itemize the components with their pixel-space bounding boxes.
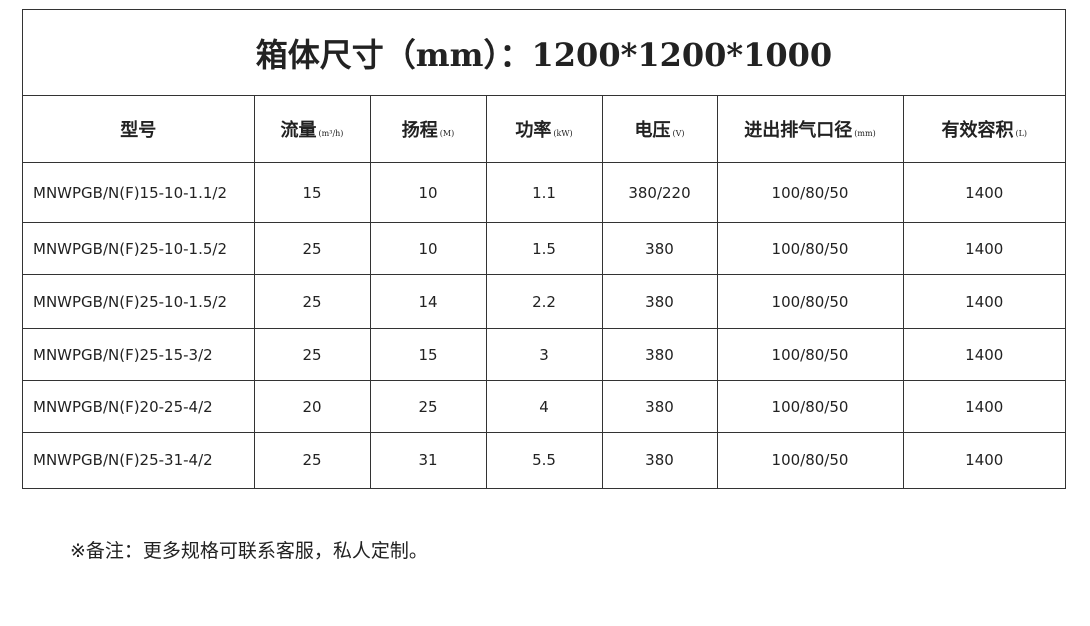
header-label: 进出排气口径 — [744, 120, 853, 141]
table-row: MNWPGB/N(F)15-10-1.1/2 15 10 1.1 380/220 100/… — [23, 162, 1065, 223]
header-label: 有效容积 — [941, 120, 1014, 141]
header-label: 电压 — [634, 120, 671, 141]
table-cell: MNWPGB/N(F)25-31-4/2 — [23, 432, 255, 488]
table-title: 箱体尺寸（mm）：1200*1200*1000 — [23, 10, 1065, 96]
header-unit: (kW) — [553, 129, 573, 138]
table-cell: 25 — [253, 328, 371, 381]
table-cell: MNWPGB/N(F)25-10-1.5/2 — [23, 222, 255, 275]
header-label: 功率 — [515, 120, 552, 141]
table-cell: 25 — [253, 274, 371, 329]
table-cell: 380/220 — [601, 162, 718, 223]
table-cell: 3 — [485, 328, 603, 381]
table-cell: 10 — [369, 222, 487, 275]
header-label: 型号 — [120, 120, 157, 141]
table-cell: 25 — [369, 380, 487, 433]
header-unit: (mm) — [854, 129, 876, 138]
column-header: 流量 (m³/h) — [253, 96, 371, 163]
table-cell: 1400 — [902, 432, 1065, 488]
table-cell: 5.5 — [485, 432, 603, 488]
header-unit: (V) — [672, 129, 685, 138]
table-row: MNWPGB/N(F)20-25-4/2 20 25 4 380 100/80/50 140… — [23, 380, 1065, 433]
header-label: 扬程 — [401, 120, 438, 141]
column-header: 功率 (kW) — [485, 96, 603, 163]
table-cell: 25 — [253, 222, 371, 275]
table-cell: MNWPGB/N(F)25-10-1.5/2 — [23, 274, 255, 329]
table-cell: MNWPGB/N(F)25-15-3/2 — [23, 328, 255, 381]
table-cell: 1.5 — [485, 222, 603, 275]
table-cell: 100/80/50 — [716, 328, 904, 381]
table-cell: 15 — [253, 162, 371, 223]
header-unit: (L) — [1015, 129, 1028, 138]
table-cell: 100/80/50 — [716, 432, 904, 488]
table-cell: 380 — [601, 222, 718, 275]
table-row: MNWPGB/N(F)25-31-4/2 25 31 5.5 380 100/80/50 1… — [23, 432, 1065, 488]
table-cell: 20 — [253, 380, 371, 433]
table-cell: 2.2 — [485, 274, 603, 329]
table-cell: 1400 — [902, 274, 1065, 329]
table-cell: 100/80/50 — [716, 274, 904, 329]
table-cell: 380 — [601, 274, 718, 329]
table-row: MNWPGB/N(F)25-10-1.5/2 25 10 1.5 380 100/80/5… — [23, 222, 1065, 275]
table-cell: 1.1 — [485, 162, 603, 223]
column-header: 有效容积 (L) — [902, 96, 1065, 163]
table-cell: 4 — [485, 380, 603, 433]
table-cell: 15 — [369, 328, 487, 381]
table-cell: 380 — [601, 380, 718, 433]
table-cell: 10 — [369, 162, 487, 223]
table-cell: 100/80/50 — [716, 380, 904, 433]
column-header: 电压 (V) — [601, 96, 718, 163]
table-cell: MNWPGB/N(F)20-25-4/2 — [23, 380, 255, 433]
table-cell: 1400 — [902, 328, 1065, 381]
table-row: MNWPGB/N(F)25-10-1.5/2 25 14 2.2 380 100/80/5… — [23, 274, 1065, 329]
table-cell: 1400 — [902, 380, 1065, 433]
column-header: 进出排气口径 (mm) — [716, 96, 904, 163]
column-header: 扬程 (M) — [369, 96, 487, 163]
header-label: 流量 — [280, 120, 317, 141]
table-cell: 380 — [601, 432, 718, 488]
table-cell: 380 — [601, 328, 718, 381]
note: ※备注：更多规格可联系客服，私人定制。 — [70, 540, 428, 562]
table-cell: 31 — [369, 432, 487, 488]
table-row: MNWPGB/N(F)25-15-3/2 25 15 3 380 100/80/50 140… — [23, 328, 1065, 381]
header-unit: (M) — [439, 129, 455, 138]
table-cell: 100/80/50 — [716, 222, 904, 275]
table-cell: MNWPGB/N(F)15-10-1.1/2 — [23, 162, 255, 223]
header-row: 型号 流量 (m³/h) 扬程 (M) 功率 (kW) 电压 (V) 进出排气口径 (mm) 有效容积… — [23, 96, 1065, 163]
table-cell: 1400 — [902, 162, 1065, 223]
table-cell: 1400 — [902, 222, 1065, 275]
table-cell: 100/80/50 — [716, 162, 904, 223]
column-header: 型号 — [23, 96, 255, 163]
header-unit: (m³/h) — [318, 129, 344, 138]
table-cell: 14 — [369, 274, 487, 329]
spec-table: 箱体尺寸（mm）：1200*1200*1000 型号 流量 (m³/h) 扬程 (M) 功… — [22, 9, 1066, 489]
table-cell: 25 — [253, 432, 371, 488]
